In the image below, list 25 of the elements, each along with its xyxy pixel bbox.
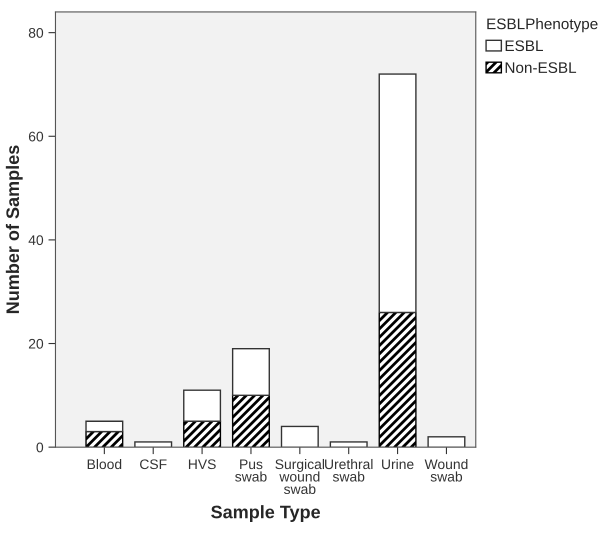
bar <box>232 348 270 396</box>
x-tick-label: Surgical wound swab <box>275 458 324 494</box>
y-axis-title: Number of Samples <box>6 145 23 314</box>
x-tick-label: Wound swab <box>424 458 468 482</box>
bar <box>232 394 270 448</box>
x-tick-label: Urethral swab <box>325 458 372 482</box>
x-tick-label: HVS <box>188 459 216 470</box>
x-tick-label: Blood <box>88 458 122 470</box>
legend-label: Non-ESBL <box>506 62 576 74</box>
x-tick-label: Urine <box>382 458 414 470</box>
x-tick-label: CSF <box>140 459 167 470</box>
y-tick-label: 80 <box>28 28 44 38</box>
y-tick-label: 40 <box>28 235 44 246</box>
legend-label: ESBL <box>506 40 543 52</box>
x-tick-label: Pus swab <box>235 459 267 482</box>
legend-title: ESBLPhenotype <box>487 18 598 32</box>
bar <box>183 420 222 448</box>
bar <box>378 312 417 448</box>
y-tick-label: 60 <box>28 132 44 142</box>
x-axis-title: Sample Type <box>211 505 320 522</box>
y-tick-label: 20 <box>28 338 44 349</box>
y-tick-label: 0 <box>36 442 44 452</box>
bar <box>378 73 417 314</box>
bar <box>85 420 124 432</box>
bar <box>183 389 222 422</box>
